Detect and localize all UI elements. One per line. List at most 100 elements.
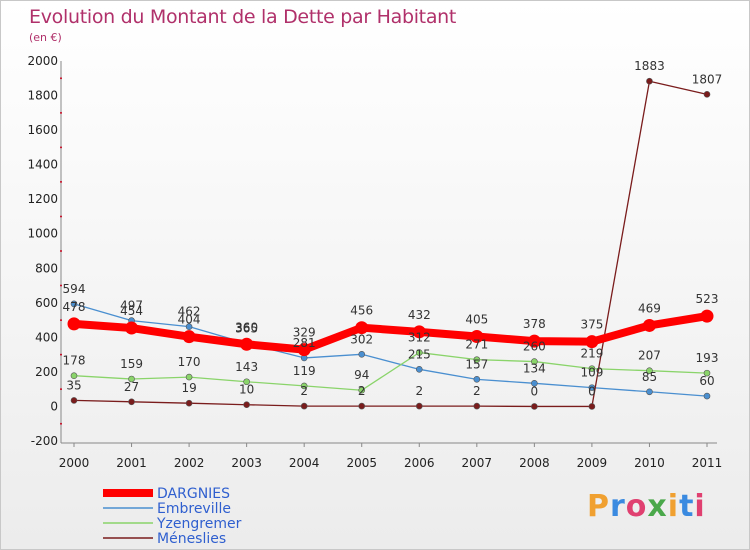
data-label: 329 xyxy=(293,326,316,340)
data-label: 281 xyxy=(293,336,316,350)
data-label: 375 xyxy=(580,318,603,332)
data-label: 405 xyxy=(465,313,488,327)
series-line-embreville xyxy=(73,303,708,397)
y-minor-tick xyxy=(60,77,62,80)
data-label: 134 xyxy=(523,361,546,375)
data-label: 60 xyxy=(699,374,714,388)
data-point xyxy=(243,378,250,386)
data-point xyxy=(470,330,484,343)
data-point xyxy=(473,376,481,383)
data-point xyxy=(300,382,308,390)
data-label: 207 xyxy=(638,349,661,363)
data-point xyxy=(646,388,653,396)
x-tick-label: 2000 xyxy=(59,456,90,470)
chart-subtitle: (en €) xyxy=(29,31,62,44)
y-tick-label: 1600 xyxy=(27,123,58,137)
data-label: 94 xyxy=(354,368,369,382)
proxiti-logo: Proxiti xyxy=(587,489,706,524)
data-point xyxy=(358,386,366,394)
y-tick-label: 0 xyxy=(50,399,58,413)
data-label: 219 xyxy=(580,347,603,361)
data-label: 523 xyxy=(696,292,719,306)
data-point xyxy=(70,372,78,380)
data-point xyxy=(646,77,653,85)
data-label: 378 xyxy=(523,317,546,331)
y-minor-tick xyxy=(60,284,62,287)
data-label: 10 xyxy=(239,383,254,397)
data-label: 119 xyxy=(293,364,316,378)
data-point xyxy=(70,397,78,404)
data-label: 462 xyxy=(178,305,201,319)
y-minor-tick xyxy=(60,146,62,149)
y-tick-label: 1200 xyxy=(27,192,58,206)
data-point xyxy=(588,365,596,372)
data-point xyxy=(185,399,193,407)
data-label: 469 xyxy=(638,301,661,315)
x-tick-label: 2001 xyxy=(116,456,147,470)
series-line-yzengremer xyxy=(73,351,708,391)
data-label: 271 xyxy=(465,338,488,352)
data-label: 85 xyxy=(642,370,657,384)
data-label: 159 xyxy=(120,357,143,371)
data-label: 365 xyxy=(235,321,258,335)
y-minor-tick xyxy=(60,319,62,322)
data-label: 497 xyxy=(120,299,143,313)
series-line-dargnies xyxy=(70,312,711,354)
data-label: 456 xyxy=(350,304,373,318)
data-label: 432 xyxy=(408,308,431,322)
y-tick-label: 2000 xyxy=(27,54,58,68)
y-tick-label: 1400 xyxy=(27,158,58,172)
x-tick-label: 2008 xyxy=(519,456,550,470)
x-tick-label: 2002 xyxy=(174,456,205,470)
legend-label-yzengremer: Yzengremer xyxy=(156,516,242,532)
x-tick-label: 2011 xyxy=(692,456,723,470)
data-point xyxy=(125,321,139,335)
x-tick-label: 2006 xyxy=(404,456,435,470)
y-minor-tick xyxy=(60,388,62,391)
legend-label-embreville: Embreville xyxy=(157,501,231,517)
data-point xyxy=(300,402,308,410)
data-point xyxy=(243,401,250,409)
data-point xyxy=(415,349,423,356)
data-point xyxy=(527,334,541,348)
data-point xyxy=(642,318,656,332)
y-tick-label: 600 xyxy=(35,296,58,310)
y-minor-tick xyxy=(60,353,62,356)
data-point xyxy=(473,402,481,410)
data-point xyxy=(355,321,369,335)
data-point xyxy=(585,335,599,349)
data-label: 260 xyxy=(523,340,546,354)
data-label: 594 xyxy=(63,282,86,296)
data-point xyxy=(240,337,254,351)
data-point xyxy=(531,358,538,365)
data-label: 1807 xyxy=(692,72,723,86)
y-minor-tick xyxy=(60,215,62,218)
data-point xyxy=(70,300,78,308)
data-label: 2 xyxy=(415,384,423,398)
y-tick-label: 1800 xyxy=(27,89,58,103)
data-point xyxy=(412,325,426,339)
data-label: 27 xyxy=(124,380,139,394)
data-point xyxy=(473,356,481,363)
data-label: 2 xyxy=(300,384,308,398)
data-point xyxy=(182,330,196,344)
data-point xyxy=(531,403,538,410)
data-label: 109 xyxy=(580,366,603,380)
data-point xyxy=(415,366,423,373)
data-point xyxy=(185,323,193,330)
data-point xyxy=(297,343,311,357)
data-label: 2 xyxy=(473,384,481,398)
data-label: 1883 xyxy=(634,59,665,73)
x-tick-label: 2010 xyxy=(634,456,665,470)
data-label: 170 xyxy=(178,355,201,369)
y-minor-tick xyxy=(60,250,62,252)
data-label: 454 xyxy=(120,304,143,318)
data-label: 193 xyxy=(696,351,719,365)
data-label: 478 xyxy=(63,300,86,314)
data-label: 2 xyxy=(358,384,366,398)
y-minor-tick xyxy=(60,422,62,425)
y-minor-tick xyxy=(60,180,62,183)
data-point xyxy=(185,373,193,381)
y-tick-label: 400 xyxy=(35,330,58,344)
